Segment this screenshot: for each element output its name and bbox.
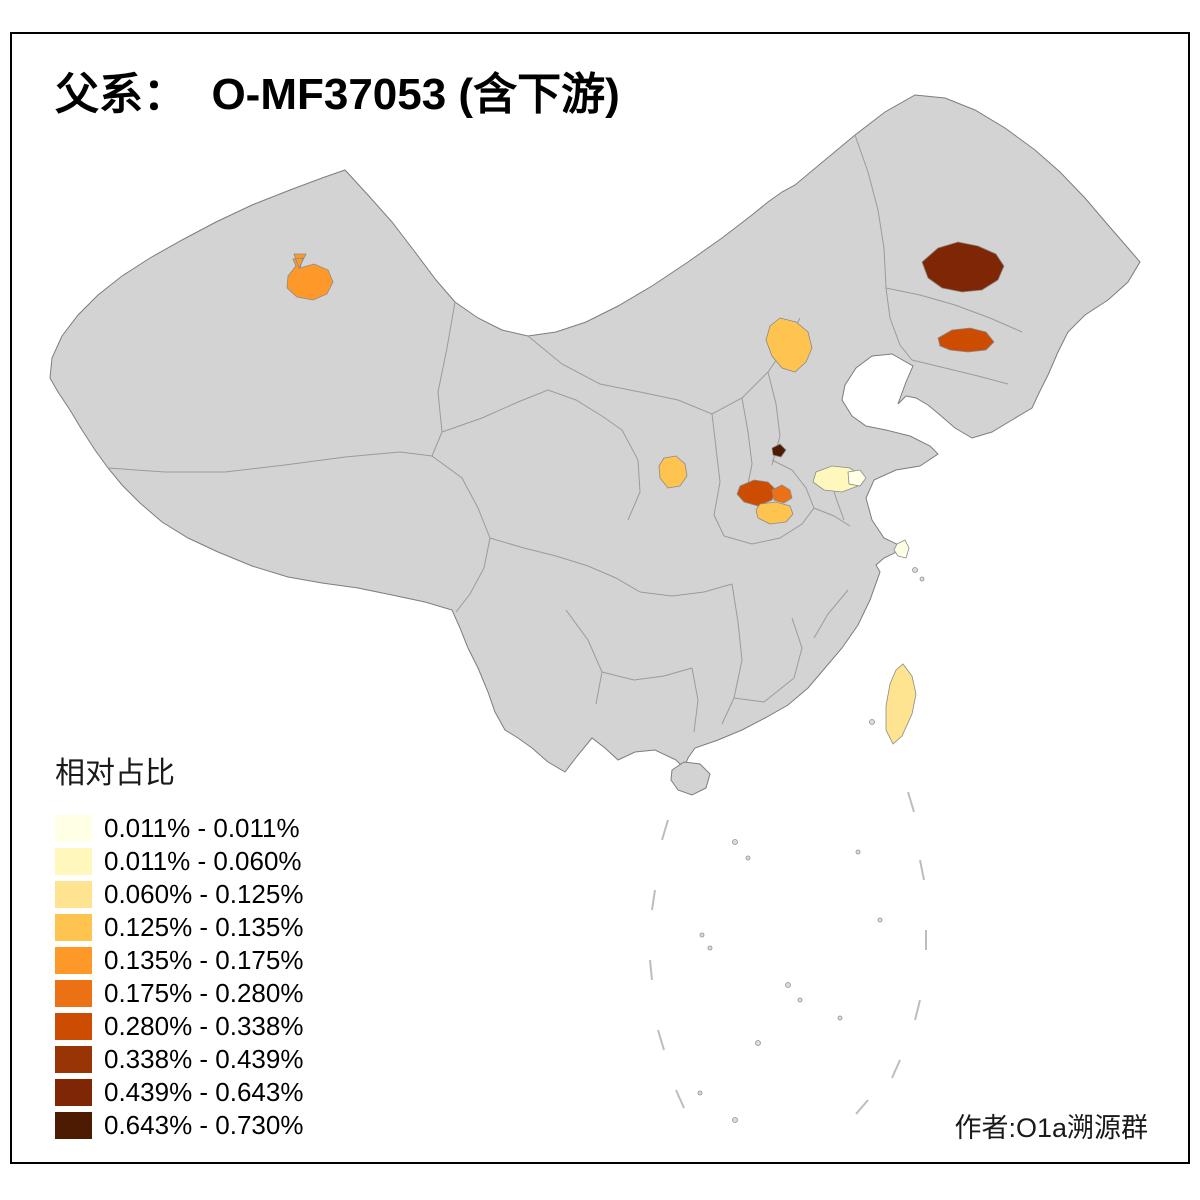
legend-label: 0.125% - 0.135% bbox=[104, 912, 304, 942]
legend-label: 0.439% - 0.643% bbox=[104, 1077, 304, 1107]
region-northwest bbox=[286, 253, 334, 301]
legend-swatch bbox=[55, 1013, 92, 1040]
legend-item: 0.011% - 0.060% bbox=[55, 845, 303, 878]
legend-swatch bbox=[55, 848, 92, 875]
region-central-east bbox=[771, 484, 793, 504]
legend-label: 0.011% - 0.060% bbox=[104, 846, 302, 876]
legend-swatch bbox=[55, 947, 92, 974]
legend-label: 0.135% - 0.175% bbox=[104, 945, 304, 975]
region-north bbox=[765, 317, 813, 373]
legend-label: 0.338% - 0.439% bbox=[104, 1044, 304, 1074]
legend-item: 0.439% - 0.643% bbox=[55, 1076, 303, 1109]
china-mainland bbox=[49, 94, 1141, 773]
legend-label: 0.280% - 0.338% bbox=[104, 1011, 304, 1041]
region-coastal-palest bbox=[893, 539, 910, 559]
region-taiwan bbox=[885, 663, 917, 745]
legend-item: 0.060% - 0.125% bbox=[55, 878, 303, 911]
region-northeast-orange bbox=[937, 327, 995, 353]
legend-label: 0.643% - 0.730% bbox=[104, 1110, 304, 1140]
region-east-palest bbox=[847, 469, 867, 487]
legend-item: 0.280% - 0.338% bbox=[55, 1010, 303, 1043]
legend-swatch bbox=[55, 914, 92, 941]
highlighted-regions bbox=[286, 241, 1005, 745]
hainan-island bbox=[670, 761, 711, 796]
south-china-sea-islands bbox=[697, 567, 925, 1123]
region-northeast-dark bbox=[921, 241, 1005, 293]
legend-title: 相对占比 bbox=[55, 757, 175, 790]
page-title: 父系： O-MF37053 (含下游) bbox=[55, 70, 620, 119]
legend-item: 0.643% - 0.730% bbox=[55, 1109, 303, 1142]
legend-label: 0.011% - 0.011% bbox=[104, 813, 300, 843]
legend-item: 0.175% - 0.280% bbox=[55, 977, 303, 1010]
legend-label: 0.060% - 0.125% bbox=[104, 879, 304, 909]
legend: 相对占比 0.011% - 0.011% 0.011% - 0.060% 0.0… bbox=[55, 748, 303, 1142]
legend-swatch bbox=[55, 1046, 92, 1073]
legend-swatch bbox=[55, 1112, 92, 1139]
legend-swatch bbox=[55, 815, 92, 842]
region-central-small bbox=[658, 455, 688, 489]
legend-item: 0.011% - 0.011% bbox=[55, 812, 303, 845]
legend-label: 0.175% - 0.280% bbox=[104, 978, 304, 1008]
legend-item: 0.125% - 0.135% bbox=[55, 911, 303, 944]
region-central-darkest bbox=[771, 443, 787, 458]
sea-boundary-dashes bbox=[649, 791, 927, 1115]
region-central-south bbox=[755, 501, 794, 525]
legend-swatch bbox=[55, 881, 92, 908]
author-credit: 作者:O1a溯源群 bbox=[954, 1113, 1148, 1143]
legend-swatch bbox=[55, 980, 92, 1007]
legend-swatch bbox=[55, 1079, 92, 1106]
legend-item: 0.338% - 0.439% bbox=[55, 1043, 303, 1076]
region-central-main bbox=[736, 479, 777, 507]
legend-item: 0.135% - 0.175% bbox=[55, 944, 303, 977]
